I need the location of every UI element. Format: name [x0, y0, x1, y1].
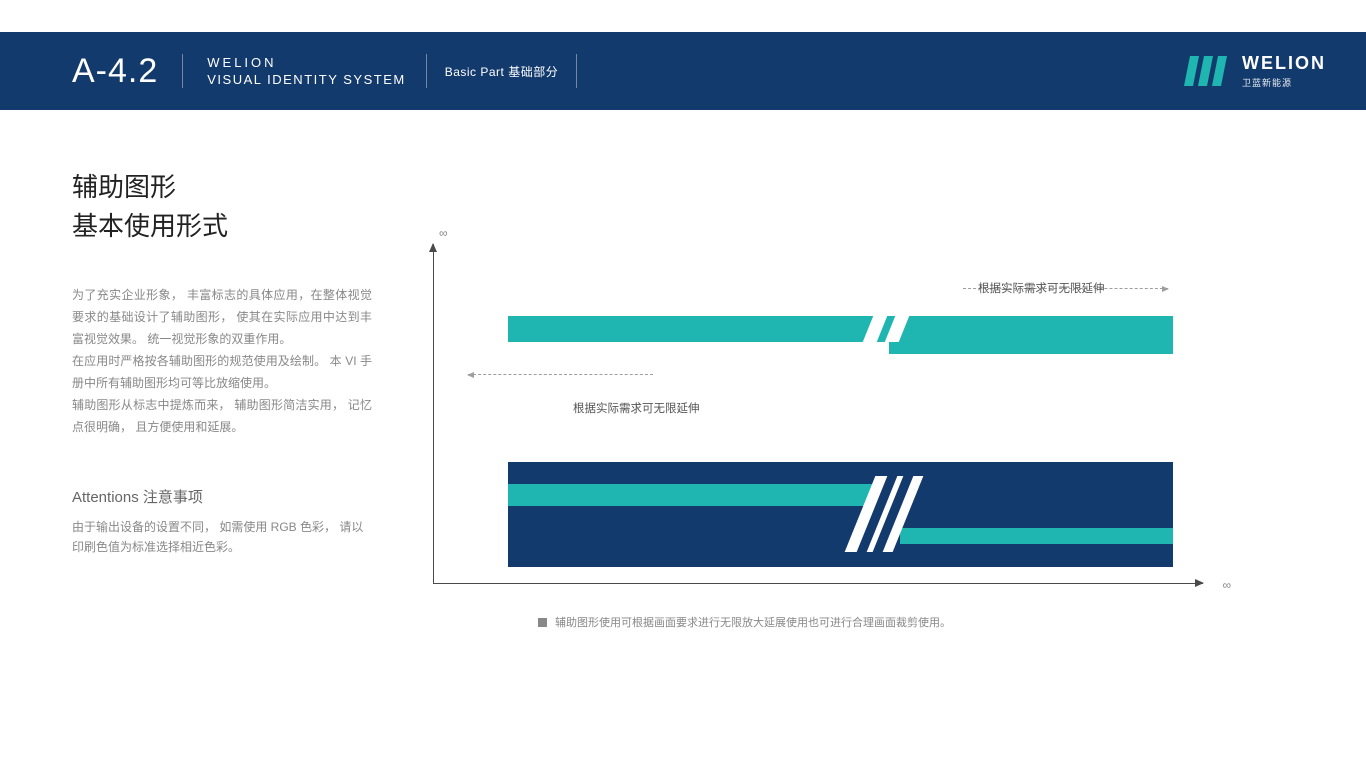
infinity-right: ∞ — [1222, 578, 1231, 592]
description-block: 为了充实企业形象， 丰富标志的具体应用，在整体视觉要求的基础设计了辅助图形， 使… — [72, 284, 372, 438]
desc-p3: 辅助图形从标志中提炼而来， 辅助图形简洁实用， 记忆点很明确， 且方便使用和延展… — [72, 398, 372, 434]
footnote-text: 辅助图形使用可根据画面要求进行无限放大延展使用也可进行合理画面裁剪使用。 — [555, 614, 951, 630]
system-line: VISUAL IDENTITY SYSTEM — [207, 72, 405, 87]
diagram-area: ∞ ∞ 根据实际需求可无限延伸 根据实际需求可无限延伸 — [433, 244, 1223, 604]
desc-p1: 为了充实企业形象， 丰富标志的具体应用，在整体视觉要求的基础设计了辅助图形， 使… — [72, 288, 372, 346]
footnote: 辅助图形使用可根据画面要求进行无限放大延展使用也可进行合理画面裁剪使用。 — [538, 614, 951, 630]
header-logo-text: WELION 卫蓝新能源 — [1242, 53, 1326, 89]
page-title: 辅助图形 基本使用形式 — [72, 168, 372, 246]
header-section: Basic Part 基础部分 — [426, 54, 578, 88]
title-line2: 基本使用形式 — [72, 211, 228, 241]
navy-block — [508, 462, 1173, 567]
guide-arrow-left — [468, 374, 653, 375]
logo-text-main: WELION — [1242, 53, 1326, 74]
guide-label-left: 根据实际需求可无限延伸 — [573, 400, 700, 416]
x-axis — [433, 583, 1203, 584]
text-column: 辅助图形 基本使用形式 为了充实企业形象， 丰富标志的具体应用，在整体视觉要求的… — [72, 168, 372, 557]
attention-body: 由于输出设备的设置不同， 如需使用 RGB 色彩， 请以印刷色值为标准选择相近色… — [72, 517, 372, 557]
attention-title: Attentions 注意事项 — [72, 486, 372, 507]
guide-label-right: 根据实际需求可无限延伸 — [978, 280, 1105, 296]
header-titles: WELION VISUAL IDENTITY SYSTEM — [207, 55, 405, 87]
header-logo: WELION 卫蓝新能源 — [1184, 53, 1326, 89]
footnote-bullet-icon — [538, 618, 547, 627]
brand-line: WELION — [207, 55, 405, 70]
navy-block-teal-upper — [508, 484, 878, 506]
desc-p2: 在应用时严格按各辅助图形的规范使用及绘制。 本 VI 手册中所有辅助图形均可等比… — [72, 354, 372, 390]
welion-logo-icon — [1184, 56, 1228, 86]
infinity-top: ∞ — [439, 226, 448, 240]
logo-text-sub: 卫蓝新能源 — [1242, 76, 1326, 89]
teal-bar — [508, 316, 1173, 342]
teal-bar-lower-strip — [889, 342, 1173, 354]
navy-block-teal-lower — [900, 528, 1173, 544]
title-line1: 辅助图形 — [72, 172, 176, 202]
page-code: A-4.2 — [72, 52, 158, 91]
teal-bar-notch — [863, 316, 910, 342]
header-separator — [182, 54, 183, 88]
y-axis — [433, 244, 434, 584]
header-bar: A-4.2 WELION VISUAL IDENTITY SYSTEM Basi… — [0, 32, 1366, 110]
